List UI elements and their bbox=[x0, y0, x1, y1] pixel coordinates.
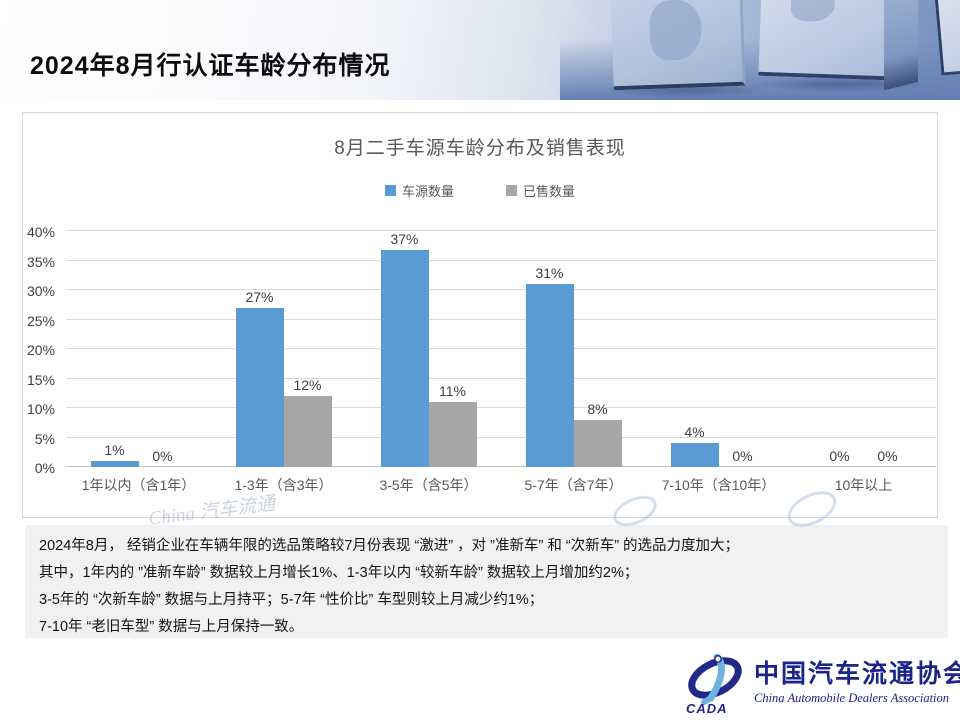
bar-column: 0% bbox=[719, 231, 767, 467]
y-tick-label: 0% bbox=[34, 460, 55, 476]
page-title: 2024年8月行认证车龄分布情况 bbox=[30, 52, 391, 80]
bar-pair: 1% 0% bbox=[90, 231, 187, 467]
cube-graphic bbox=[758, 0, 890, 81]
cube-graphic bbox=[610, 0, 746, 91]
bar-source bbox=[670, 443, 719, 467]
bar-pair: 27% 12% bbox=[235, 231, 332, 467]
x-axis-label: 10年以上 bbox=[834, 477, 893, 493]
x-axis-label: 7-10年（含10年） bbox=[661, 477, 776, 493]
bar-group-2: 37% 11% bbox=[356, 231, 501, 467]
bar-pair: 0% 0% bbox=[816, 231, 912, 467]
header-banner: 2024年8月行认证车龄分布情况 bbox=[0, 0, 960, 100]
bar-group-0: 1% 0% bbox=[66, 231, 211, 467]
logo-chinese-name: 中国汽车流通协会 bbox=[754, 661, 960, 688]
bar-value-label: 37% bbox=[390, 231, 419, 247]
bar-value-label: 0% bbox=[152, 448, 173, 464]
bar-source bbox=[525, 284, 574, 467]
gridline-5 bbox=[66, 436, 936, 438]
x-axis-label: 5-7年（含7年） bbox=[524, 477, 623, 493]
bar-value-label: 0% bbox=[732, 448, 753, 464]
note-line-4: 7-10年 “老旧车型” 数据与上月保持一致。 bbox=[39, 619, 304, 635]
x-axis-label: 3-5年（含5年） bbox=[379, 477, 478, 493]
y-axis: 0% 5% 10% 15% 20% 25% 30% 35% 40% bbox=[23, 224, 61, 476]
bar-value-label: 1% bbox=[104, 442, 125, 459]
bar-source bbox=[235, 307, 284, 467]
bar-group-3: 31% 8% bbox=[501, 231, 646, 467]
cada-logo: CADA 中国汽车流通协会 China Automobile Dealers A… bbox=[684, 653, 960, 716]
legend-label: 已售数量 bbox=[523, 184, 576, 199]
bar-value-label: 11% bbox=[439, 383, 466, 400]
bar-pair: 37% 11% bbox=[380, 231, 477, 467]
gridline-25 bbox=[66, 318, 936, 320]
note-line-1: 2024年8月， 经销企业在车辆年限的选品策略较7月份表现 “激进” ，对 ”准… bbox=[39, 538, 740, 554]
note-line-2: 其中，1年内的 ”准新车龄” 数据较上月增长1%、1-3年以内 “较新车龄” 数… bbox=[39, 565, 639, 581]
gridline-15 bbox=[66, 377, 936, 379]
bar-column: 11% bbox=[428, 231, 477, 467]
legend-swatch-icon bbox=[384, 185, 396, 196]
bar-column: 1% bbox=[90, 231, 139, 467]
bar-value-label: 27% bbox=[245, 288, 274, 305]
bar-pair: 31% 8% bbox=[525, 231, 622, 467]
chart-container: 8月二手车源车龄分布及销售表现 车源数量 已售数量 0% 5% 10% 15% 20% 25… bbox=[22, 112, 938, 518]
bar-column: 4% bbox=[670, 231, 719, 467]
bar-source bbox=[380, 250, 429, 467]
cada-emblem-icon: CADA bbox=[684, 653, 748, 716]
y-tick-label: 15% bbox=[26, 371, 55, 388]
bar-value-label: 0% bbox=[877, 448, 898, 464]
logo-names: 中国汽车流通协会 China Automobile Dealers Associ… bbox=[754, 654, 960, 716]
note-line-3: 3-5年的 “次新车龄” 数据与上月持平；5-7年 “性价比” 车型则较上月减少… bbox=[39, 592, 544, 608]
x-axis-label: 1-3年（含3年） bbox=[234, 477, 333, 493]
notes-panel: 2024年8月， 经销企业在车辆年限的选品策略较7月份表现 “激进” ，对 ”准… bbox=[25, 525, 948, 638]
bar-series: 1% 0% 27% 12% 37% 11% 31% 8% 4% 0% 0% 0% bbox=[66, 231, 936, 467]
bar-column: 0% bbox=[864, 231, 912, 467]
legend-item-1: 已售数量 bbox=[506, 181, 575, 200]
chart-title: 8月二手车源车龄分布及销售表现 bbox=[334, 138, 626, 159]
y-tick-label: 40% bbox=[26, 224, 55, 240]
bar-sold bbox=[573, 419, 622, 467]
cada-emblem-svg bbox=[688, 653, 742, 705]
legend-label: 车源数量 bbox=[401, 184, 454, 199]
bar-value-label: 12% bbox=[293, 377, 322, 394]
bar-sold bbox=[428, 402, 477, 467]
gridline-35 bbox=[66, 259, 936, 261]
cada-acronym: CADA bbox=[686, 701, 728, 716]
bar-source bbox=[90, 461, 139, 467]
cube-side-face bbox=[884, 0, 918, 91]
bar-column: 31% bbox=[525, 231, 574, 467]
gridline-20 bbox=[66, 348, 936, 349]
logo-english-name: China Automobile Dealers Association bbox=[754, 691, 950, 705]
gridline-0 bbox=[66, 466, 936, 467]
y-tick-label: 30% bbox=[26, 283, 55, 299]
gridline-40 bbox=[66, 230, 936, 231]
bar-column: 12% bbox=[283, 231, 332, 467]
gridline-10 bbox=[66, 407, 936, 408]
legend-swatch-icon bbox=[506, 185, 517, 196]
bar-column: 37% bbox=[380, 231, 429, 467]
bar-group-5: 0% 0% bbox=[791, 231, 936, 467]
legend-item-0: 车源数量 bbox=[384, 181, 454, 200]
bar-value-label: 4% bbox=[684, 424, 705, 441]
bar-column: 27% bbox=[235, 231, 284, 467]
bar-column: 0% bbox=[139, 231, 187, 467]
gridline-30 bbox=[66, 289, 936, 290]
bar-group-4: 4% 0% bbox=[646, 231, 791, 467]
bar-value-label: 31% bbox=[535, 265, 564, 282]
y-tick-label: 25% bbox=[26, 312, 55, 329]
chart-legend: 车源数量 已售数量 bbox=[23, 181, 937, 200]
plot-area: 1% 0% 27% 12% 37% 11% 31% 8% 4% 0% 0% 0% bbox=[66, 230, 936, 467]
bar-value-label: 0% bbox=[829, 448, 850, 464]
y-tick-label: 35% bbox=[26, 253, 55, 270]
x-axis: 1年以内（含1年） 1-3年（含3年） 3-5年（含5年） 5-7年（含7年） 7-10… bbox=[66, 475, 936, 495]
bar-group-1: 27% 12% bbox=[211, 231, 356, 467]
bar-sold bbox=[283, 396, 332, 467]
bar-column: 0% bbox=[816, 231, 864, 467]
bar-value-label: 8% bbox=[587, 400, 608, 417]
bar-pair: 4% 0% bbox=[670, 231, 767, 467]
y-tick-label: 10% bbox=[26, 401, 55, 417]
y-tick-label: 20% bbox=[26, 342, 55, 358]
y-tick-label: 5% bbox=[34, 430, 55, 447]
x-axis-label: 1年以内（含1年） bbox=[81, 477, 196, 493]
bar-column: 8% bbox=[573, 231, 622, 467]
